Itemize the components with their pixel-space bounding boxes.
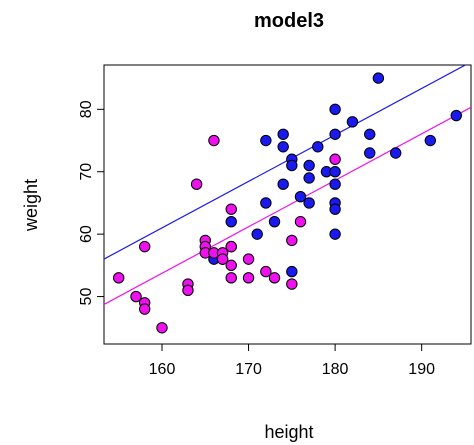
chart-title: model3 bbox=[254, 10, 324, 32]
data-point-series-2 bbox=[156, 322, 168, 334]
data-point-series-1 bbox=[329, 128, 341, 140]
y-tick-label: 60 bbox=[78, 225, 95, 243]
data-point-series-1 bbox=[286, 159, 298, 172]
data-points bbox=[113, 72, 462, 334]
data-point-series-1 bbox=[251, 228, 263, 240]
data-point-series-2 bbox=[260, 265, 272, 278]
data-point-series-2 bbox=[216, 253, 229, 265]
y-tick-label: 50 bbox=[78, 288, 95, 306]
data-point-series-2 bbox=[225, 259, 237, 272]
data-point-series-2 bbox=[225, 203, 237, 215]
data-point-series-1 bbox=[277, 178, 289, 190]
data-point-series-1 bbox=[364, 147, 376, 159]
x-tick-label: 190 bbox=[408, 361, 435, 378]
data-point-series-1 bbox=[277, 141, 289, 153]
x-axis: 160 170 180 190 bbox=[149, 344, 435, 378]
data-point-series-2 bbox=[329, 153, 341, 165]
y-axis-label: weight bbox=[21, 179, 41, 232]
data-point-series-1 bbox=[346, 116, 359, 128]
data-point-series-1 bbox=[225, 215, 237, 228]
data-point-series-2 bbox=[182, 284, 194, 297]
data-point-series-2 bbox=[138, 303, 151, 315]
data-point-series-2 bbox=[225, 240, 237, 253]
data-point-series-1 bbox=[372, 72, 385, 84]
data-point-series-2 bbox=[242, 253, 255, 265]
data-point-series-1 bbox=[294, 190, 307, 203]
data-point-series-2 bbox=[225, 272, 237, 284]
data-point-series-2 bbox=[130, 290, 142, 303]
x-axis-label: height bbox=[264, 422, 313, 442]
x-tick-label: 180 bbox=[322, 361, 349, 378]
data-point-series-2 bbox=[242, 272, 255, 284]
data-point-series-2 bbox=[113, 272, 125, 284]
data-point-series-1 bbox=[268, 215, 281, 228]
data-point-series-1 bbox=[303, 197, 315, 209]
data-point-series-2 bbox=[286, 234, 298, 247]
data-point-series-2 bbox=[268, 272, 281, 284]
y-tick-label: 80 bbox=[78, 100, 95, 118]
data-point-series-1 bbox=[389, 147, 402, 159]
data-point-series-1 bbox=[312, 141, 324, 153]
data-point-series-1 bbox=[364, 128, 376, 140]
data-point-series-2 bbox=[294, 215, 307, 228]
data-point-series-1 bbox=[329, 103, 341, 116]
data-point-series-1 bbox=[286, 265, 298, 278]
data-point-series-2 bbox=[286, 278, 298, 290]
data-point-series-1 bbox=[260, 134, 272, 147]
x-tick-label: 160 bbox=[149, 361, 176, 378]
regression-line-2 bbox=[104, 106, 471, 305]
y-tick-label: 70 bbox=[78, 163, 95, 181]
data-point-series-1 bbox=[277, 128, 289, 140]
data-point-series-2 bbox=[190, 178, 203, 190]
data-point-series-1 bbox=[450, 109, 462, 122]
data-point-series-1 bbox=[329, 228, 341, 240]
data-point-series-1 bbox=[329, 178, 341, 190]
x-tick-label: 170 bbox=[235, 361, 262, 378]
data-point-series-1 bbox=[260, 197, 272, 209]
plot-frame bbox=[103, 64, 472, 345]
data-point-series-1 bbox=[303, 172, 315, 184]
data-point-series-1 bbox=[329, 166, 341, 178]
data-point-series-1 bbox=[329, 203, 341, 215]
data-point-series-2 bbox=[138, 240, 151, 253]
data-point-series-2 bbox=[208, 134, 220, 147]
y-axis: 50 60 70 80 bbox=[78, 100, 104, 305]
data-point-series-1 bbox=[303, 159, 315, 172]
data-point-series-1 bbox=[424, 134, 437, 147]
